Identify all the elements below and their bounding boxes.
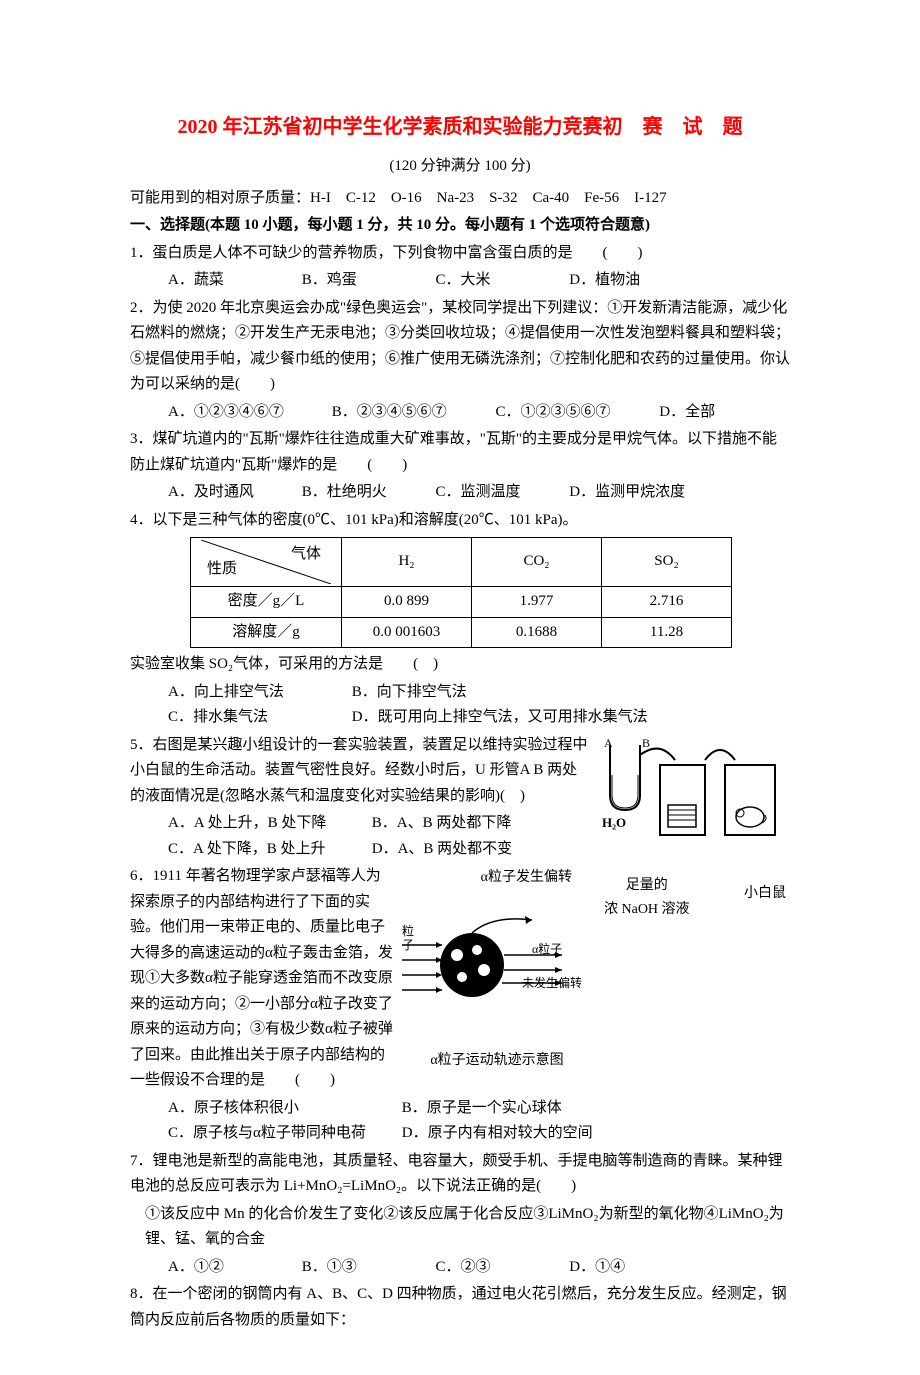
question-2: 2．为使 2020 年北京奥运会办成"绿色奥运会"，某校同学提出下列建议：①开发… xyxy=(130,296,790,398)
q5-figure: A B H₂O 足量的 浓 NaOH 溶液 小白鼠 xyxy=(600,735,790,922)
q4-opt-c: C．排水集气法 xyxy=(168,705,348,731)
mouse-label: 小白鼠 xyxy=(744,874,786,922)
row-solubility-so2: 11.28 xyxy=(602,617,732,648)
row-solubility-label: 溶解度／g xyxy=(191,617,342,648)
q7-opt-d: D．①④ xyxy=(569,1255,625,1281)
q3-opt-a: A．及时通风 xyxy=(168,480,298,506)
q6-opt-c: C．原子核与α粒子带同种电荷 xyxy=(168,1121,398,1147)
question-6-options: A．原子核体积很小 B．原子是一个实心球体 C．原子核与α粒子带同种电荷 D．原… xyxy=(130,1096,790,1147)
question-7-statements: ①该反应中 Mn 的化合价发生了变化②该反应属于化合反应③LiMnO₂为新型的氧… xyxy=(130,1202,790,1253)
q7-opt-a: A．①② xyxy=(168,1255,298,1281)
atomic-mass-line: 可能用到的相对原子质量：H-I C-12 O-16 Na-23 S-32 Ca-… xyxy=(130,186,790,212)
svg-text:H₂O: H₂O xyxy=(602,815,626,830)
question-8: 8．在一个密闭的钢筒内有 A、B、C、D 四种物质，通过电火花引燃后，充分发生反… xyxy=(130,1282,790,1333)
exam-subtitle: (120 分钟满分 100 分) xyxy=(130,154,790,180)
gas-properties-table: 气体 性质 H₂ CO₂ SO₂ 密度／g／L 0.0 899 1.977 2.… xyxy=(190,537,732,648)
question-4-tail: 实验室收集 SO₂气体，可采用的方法是 ( ) xyxy=(130,652,790,678)
q3-opt-c: C．监测温度 xyxy=(436,480,566,506)
q5-opt-b: B．A、B 两处都下降 xyxy=(372,811,512,837)
q2-opt-c: C．①②③⑤⑥⑦ xyxy=(496,400,656,426)
q1-opt-a: A．蔬菜 xyxy=(168,268,298,294)
question-4-intro: 4．以下是三种气体的密度(0℃、101 kPa)和溶解度(20℃、101 kPa… xyxy=(130,508,790,534)
q1-opt-c: C．大米 xyxy=(436,268,566,294)
q6-opt-b: B．原子是一个实心球体 xyxy=(402,1096,562,1122)
row-density-co2: 1.977 xyxy=(472,587,602,618)
q1-opt-d: D．植物油 xyxy=(569,268,640,294)
q4-opt-a: A．向上排空气法 xyxy=(168,680,348,706)
question-3-options: A．及时通风 B．杜绝明火 C．监测温度 D．监测甲烷浓度 xyxy=(130,480,790,506)
question-1: 1．蛋白质是人体不可缺少的营养物质，下列食物中富含蛋白质的是 ( ) xyxy=(130,241,790,267)
gas-col-co2: CO₂ xyxy=(472,538,602,587)
q6-figure: α粒子发生偏转 粒 子 α粒子 未发生偏转 α粒子运动轨迹示意图 xyxy=(402,866,592,1073)
exam-title: 2020 年江苏省初中学生化学素质和实验能力竞赛初 赛 试 题 xyxy=(130,110,790,144)
q5-opt-d: D．A、B 两处都不变 xyxy=(372,837,512,863)
q4-opt-b: B．向下排空气法 xyxy=(352,680,467,706)
gas-col-h2: H₂ xyxy=(342,538,472,587)
q3-opt-b: B．杜绝明火 xyxy=(302,480,432,506)
q7-opt-b: B．①③ xyxy=(302,1255,432,1281)
q4-opt-d: D．既可用向上排空气法，又可用排水集气法 xyxy=(352,705,648,731)
table-row: 溶解度／g 0.0 001603 0.1688 11.28 xyxy=(191,617,732,648)
table-row: 密度／g／L 0.0 899 1.977 2.716 xyxy=(191,587,732,618)
alpha-particle-diagram-icon: 粒 子 α粒子 未发生偏转 xyxy=(402,890,590,1040)
q7-opt-c: C．②③ xyxy=(436,1255,566,1281)
svg-text:未发生偏转: 未发生偏转 xyxy=(522,975,582,990)
q5-opt-c: C．A 处下降，B 处上升 xyxy=(168,837,368,863)
q6-opt-a: A．原子核体积很小 xyxy=(168,1096,398,1122)
svg-text:子: 子 xyxy=(402,938,414,952)
q2-opt-b: B．②③④⑤⑥⑦ xyxy=(332,400,492,426)
row-solubility-co2: 0.1688 xyxy=(472,617,602,648)
label-b: B xyxy=(642,736,650,750)
q6-opt-d: D．原子内有相对较大的空间 xyxy=(402,1121,593,1147)
label-a: A xyxy=(604,736,613,750)
q1-opt-b: B．鸡蛋 xyxy=(302,268,432,294)
svg-text:α粒子: α粒子 xyxy=(532,941,562,956)
question-2-options: A．①②③④⑥⑦ B．②③④⑤⑥⑦ C．①②③⑤⑥⑦ D．全部 xyxy=(130,400,790,426)
q2-opt-d: D．全部 xyxy=(659,400,715,426)
table-header-top: 气体 xyxy=(291,542,321,568)
question-4-options: A．向上排空气法 B．向下排空气法 C．排水集气法 D．既可用向上排空气法，又可… xyxy=(130,680,790,731)
question-3: 3．煤矿坑道内的"瓦斯"爆炸往往造成重大矿难事故，"瓦斯"的主要成分是甲烷气体。… xyxy=(130,427,790,478)
svg-text:粒: 粒 xyxy=(402,923,414,938)
row-density-h2: 0.0 899 xyxy=(342,587,472,618)
section-1-header: 一、选择题(本题 10 小题，每小题 1 分，共 10 分。每小题有 1 个选项… xyxy=(130,213,790,239)
row-density-so2: 2.716 xyxy=(602,587,732,618)
alpha-top-label: α粒子发生偏转 xyxy=(402,866,592,890)
question-7-options: A．①② B．①③ C．②③ D．①④ xyxy=(130,1255,790,1281)
question-1-options: A．蔬菜 B．鸡蛋 C．大米 D．植物油 xyxy=(130,268,790,294)
alpha-caption: α粒子运动轨迹示意图 xyxy=(402,1049,592,1073)
table-header-bottom: 性质 xyxy=(207,557,237,583)
q2-opt-a: A．①②③④⑥⑦ xyxy=(168,400,328,426)
table-diagonal-header: 气体 性质 xyxy=(201,540,331,584)
q3-opt-d: D．监测甲烷浓度 xyxy=(569,480,685,506)
row-density-label: 密度／g／L xyxy=(191,587,342,618)
u-tube-apparatus-icon: A B H₂O xyxy=(600,735,788,865)
gas-col-so2: SO₂ xyxy=(602,538,732,587)
naoh-label: 足量的 浓 NaOH 溶液 xyxy=(604,874,690,922)
row-solubility-h2: 0.0 001603 xyxy=(342,617,472,648)
q5-opt-a: A．A 处上升，B 处下降 xyxy=(168,811,368,837)
question-7: 7．锂电池是新型的高能电池，其质量轻、电容量大，颇受手机、手提电脑等制造商的青睐… xyxy=(130,1149,790,1200)
